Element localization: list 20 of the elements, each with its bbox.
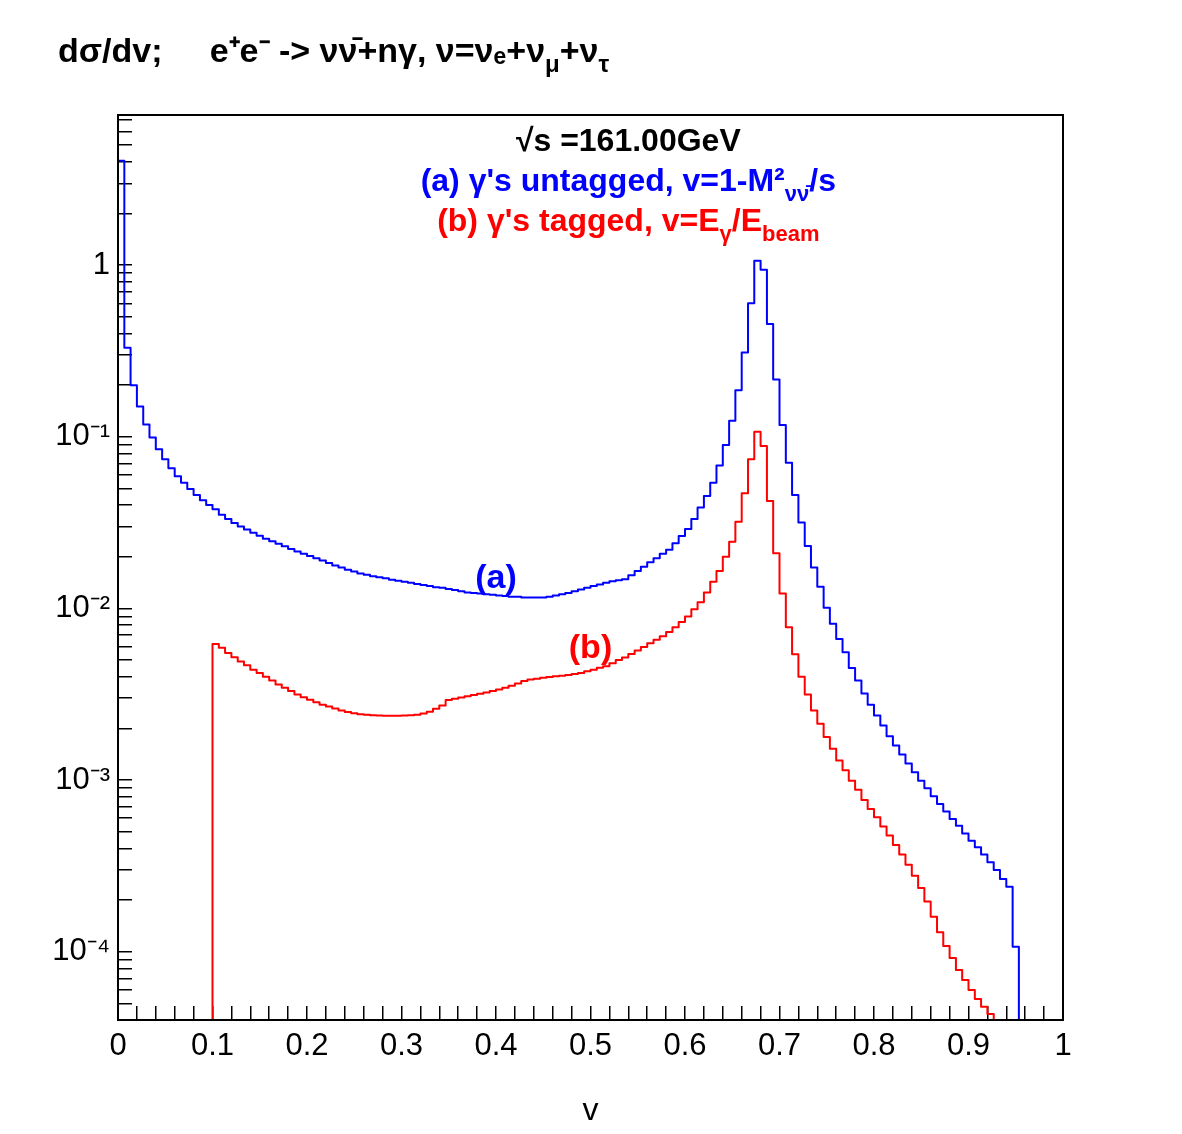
x-tick-label: 0.5 (568, 1027, 613, 1063)
x-tick-label: 0 (109, 1027, 127, 1063)
x-tick-label: 1 (1054, 1027, 1072, 1063)
annotation: (a) (475, 557, 517, 596)
annotation: (b) (568, 626, 613, 665)
y-tick-label: 10⁻³ (55, 760, 110, 796)
x-tick-label: 0.8 (852, 1027, 896, 1063)
x-tick-label: 0.4 (474, 1027, 518, 1063)
annotation: √s =161.00GeV (515, 122, 742, 158)
x-tick-label: 0.3 (379, 1027, 424, 1063)
x-tick-label: 0.6 (663, 1027, 707, 1063)
x-axis-title: v (582, 1090, 599, 1127)
x-tick-label: 0.9 (946, 1027, 991, 1063)
x-tick-label: 0.2 (285, 1027, 329, 1063)
y-tick-label: 10⁻¹ (55, 417, 110, 453)
y-tick-label: 10⁻² (55, 588, 110, 624)
y-tick-label: 1 (92, 245, 110, 281)
x-tick-label: 0.1 (190, 1027, 235, 1063)
x-tick-label: 0.7 (757, 1027, 802, 1063)
y-tick-label: 10⁻⁴ (52, 932, 110, 968)
